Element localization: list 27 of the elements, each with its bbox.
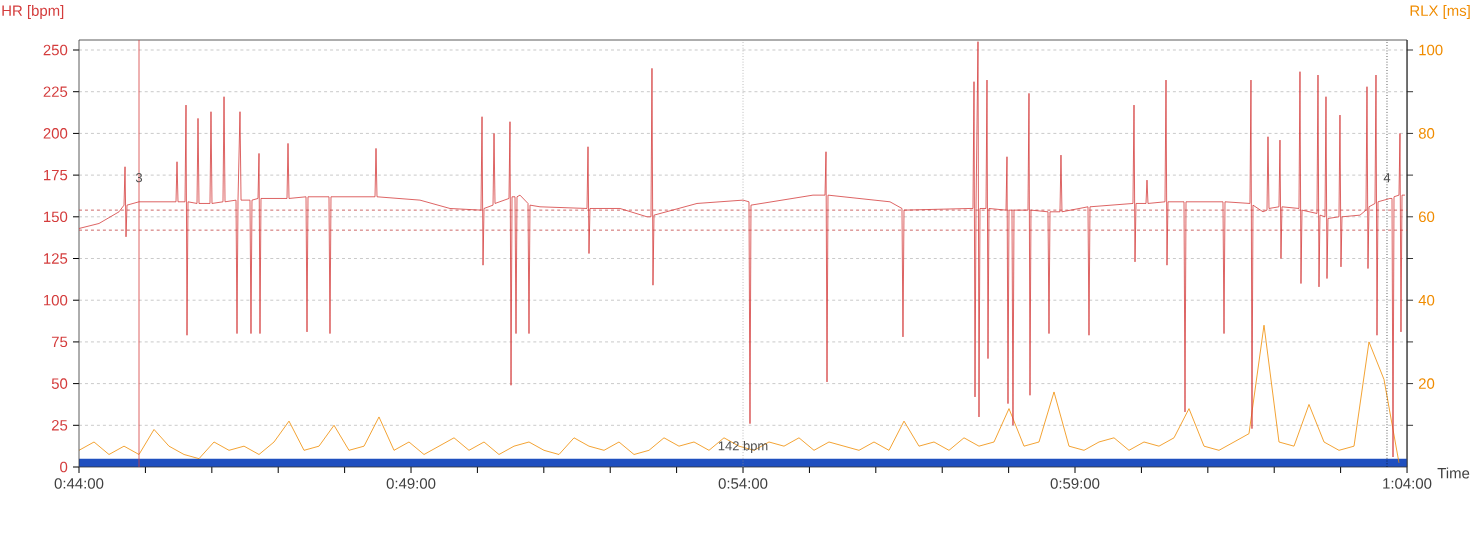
y-tick-label: 0 <box>60 461 68 473</box>
y2-tick-label: 80 <box>1418 128 1435 139</box>
y-axis-title: HR [bpm] <box>2 5 64 19</box>
annotation: 3 <box>135 173 143 183</box>
x-tick-label: 0:44:00 <box>54 478 104 489</box>
y-tick-label: 100 <box>44 294 68 306</box>
annotation: 4 <box>1383 173 1391 183</box>
x-tick-label: 0:59:00 <box>1050 478 1100 489</box>
y-tick-label: 125 <box>44 253 68 264</box>
y2-tick-label: 60 <box>1418 211 1435 223</box>
x-tick-label: 0:54:00 <box>718 478 768 489</box>
y2-tick-label: 100 <box>1419 44 1443 56</box>
y2-tick-label: 40 <box>1418 294 1435 306</box>
x-tick-label: 0:49:00 <box>386 478 436 489</box>
y-tick-label: 25 <box>51 420 68 431</box>
y-tick-label: 175 <box>44 169 68 181</box>
y-tick-label: 75 <box>51 336 68 348</box>
y-tick-label: 150 <box>44 211 68 223</box>
y-tick-label: 50 <box>51 378 68 389</box>
line-series <box>79 324 1400 464</box>
x-axis-title: Time <box>1437 467 1470 479</box>
y-tick-label: 250 <box>43 44 68 56</box>
y2-axis-title: RLX [ms] <box>1410 5 1470 19</box>
y-tick-label: 200 <box>43 128 68 139</box>
x-tick-label: 1:04:00 <box>1383 478 1432 489</box>
y-tick-label: 225 <box>43 86 68 97</box>
y2-tick-label: 20 <box>1418 378 1435 389</box>
